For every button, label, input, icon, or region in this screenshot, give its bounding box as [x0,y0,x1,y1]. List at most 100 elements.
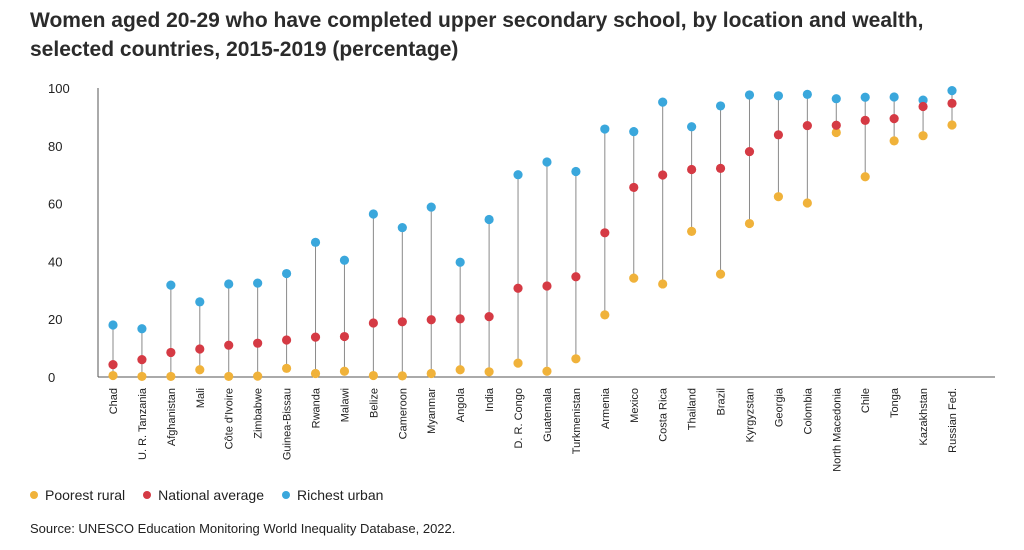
y-tick-label: 40 [48,254,62,269]
national-average-point [571,272,581,282]
poorest-rural-point [339,366,350,376]
national-average-point [918,101,928,112]
legend-item-richest-urban: Richest urban [282,487,383,503]
x-tick-label: Thailand [687,388,699,430]
national-average-point [253,338,263,348]
poorest-rural-point [744,218,755,229]
x-tick-label: Mexico [629,388,641,423]
chart-title: Women aged 20-29 who have completed uppe… [30,6,1010,64]
national-average-point [224,340,234,350]
richest-urban-point [455,257,465,267]
richest-urban-marker-icon [282,491,291,499]
x-tick-label: Mali [195,388,207,408]
poorest-rural-point [397,371,407,381]
richest-urban-point [253,278,263,288]
x-tick-label: U. R. Tanzania [137,387,149,460]
poorest-rural-point [629,273,639,283]
poorest-rural-point [715,269,726,279]
x-tick-label: Angola [455,387,467,422]
national-average-point [773,130,784,140]
richest-urban-point [166,280,176,290]
legend: Poorest rural National average Richest u… [30,487,383,503]
poorest-rural-point [860,172,870,182]
legend-label-richest-urban: Richest urban [297,487,384,503]
poorest-rural-point [137,371,147,382]
x-tick-label: Guatemala [542,387,554,442]
x-tick-label: Colombia [802,387,814,434]
poorest-rural-point [542,366,552,376]
richest-urban-point [426,202,436,212]
richest-urban-point [310,237,321,247]
richest-urban-point [195,297,205,307]
x-tick-label: Rwanda [311,387,323,428]
poorest-rural-point [802,198,812,208]
national-average-point [889,114,899,124]
richest-urban-point [831,94,841,104]
poorest-rural-marker-icon [30,491,38,499]
poorest-rural-point [918,131,928,141]
legend-label-poorest-rural: Poorest rural [45,487,126,503]
richest-urban-point [687,122,697,132]
poorest-rural-point [600,310,610,320]
poorest-rural-point [947,120,957,130]
poorest-rural-point [426,368,436,379]
poorest-rural-point [571,354,581,364]
poorest-rural-point [831,127,841,138]
x-tick-label: Côte d'Ivoire [224,388,236,449]
national-average-point [108,359,118,370]
legend-item-poorest-rural: Poorest rural [30,487,125,503]
national-average-point [744,146,755,157]
richest-urban-point [860,92,870,102]
y-tick-label: 80 [48,139,62,154]
poorest-rural-point [310,368,321,379]
richest-urban-point [542,157,552,167]
national-average-point [629,182,639,193]
national-average-point [542,281,552,291]
x-tick-label: Kazakhstan [918,388,930,445]
x-tick-label: Chile [860,388,872,413]
national-average-point [687,164,697,175]
poorest-rural-point [773,192,784,202]
x-tick-label: Malawi [339,388,351,422]
y-tick-label: 60 [48,197,62,212]
richest-urban-point [773,91,784,101]
richest-urban-point [629,127,639,137]
national-average-point [715,163,726,173]
x-tick-label: Russian Fed. [947,388,959,453]
poorest-rural-point [658,279,668,289]
richest-urban-point [281,268,292,279]
source-note: Source: UNESCO Education Monitoring Worl… [30,521,456,536]
national-average-point [281,335,292,345]
richest-urban-point [918,95,928,105]
richest-urban-point [947,86,957,96]
richest-urban-point [137,324,147,334]
x-tick-label: Guinea-Bissau [282,388,294,460]
richest-urban-point [224,279,234,289]
poorest-rural-point [195,365,205,375]
national-average-point [310,332,321,342]
richest-urban-point [368,209,378,219]
x-tick-label: Tonga [889,387,901,418]
x-tick-label: Myanmar [426,388,438,434]
national-average-point [831,120,841,130]
poorest-rural-point [484,367,494,377]
poorest-rural-point [166,371,176,382]
chart-title-line-2: selected countries, 2015-2019 (percentag… [30,38,459,61]
national-average-point [455,314,465,324]
national-average-point [166,347,176,358]
legend-label-national-average: National average [158,487,265,503]
richest-urban-point [484,214,494,225]
richest-urban-point [513,170,523,180]
national-average-point [860,115,870,125]
x-tick-label: Turkmenistan [571,388,583,454]
x-tick-label: D. R. Congo [513,388,525,449]
poorest-rural-point [108,370,118,381]
richest-urban-point [658,97,668,107]
y-tick-label: 100 [48,81,70,96]
richest-urban-point [571,166,581,177]
x-tick-label: Afghanistan [166,388,178,446]
poorest-rural-point [513,358,523,368]
x-tick-label: Chad [108,388,120,414]
national-average-point [484,311,494,322]
